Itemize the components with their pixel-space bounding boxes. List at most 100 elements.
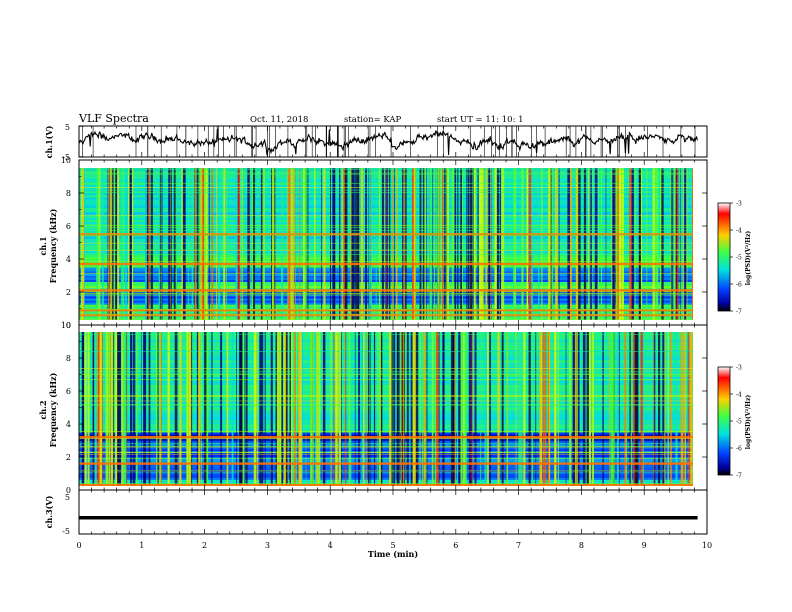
x-tick-label: 8: [579, 541, 584, 550]
ch2-spectrogram-line: [79, 368, 693, 369]
ch1-spectrogram-line: [79, 293, 693, 295]
x-tick-label: 3: [265, 541, 270, 550]
ch2-spectrogram-column: [123, 332, 127, 486]
ch2-spectrogram-column: [431, 332, 434, 486]
ch2-spectrogram-column: [409, 332, 411, 486]
ch2-spectrogram-column: [226, 332, 229, 486]
ch2-spectrogram-column: [317, 332, 319, 486]
ch1-spectrogram-column: [288, 168, 291, 320]
ch1-spectrogram-line: [79, 169, 693, 171]
ch2-spectrogram-column: [413, 332, 416, 486]
ch1-spectrogram-column: [673, 168, 675, 320]
ch1-spectrogram-column: [659, 168, 663, 320]
ch1-spectrogram-column: [392, 168, 394, 320]
ch1-spectrogram-column: [182, 168, 185, 320]
ch2-spectrogram-column: [436, 332, 439, 486]
ch2-spectrogram-row: [79, 440, 693, 443]
ch1-spectrogram-column: [396, 168, 398, 320]
ch2-spectrogram-row: [79, 432, 693, 435]
ch1-spectrogram-column: [460, 168, 463, 320]
ch2-spectrogram-column: [397, 332, 398, 486]
ch2-spectrogram-column: [290, 332, 293, 486]
start-ut-label: start UT = 11: 10: 1: [437, 115, 524, 125]
ch1-spectrogram-column: [108, 168, 110, 320]
ch2-spectrogram-row: [79, 329, 698, 331]
ch2-spectrogram-column: [629, 332, 632, 486]
ch1-spectrogram-column: [253, 168, 256, 320]
ch1-spectrogram-column: [424, 168, 426, 320]
ch2-spectrogram-column: [244, 332, 246, 486]
ch3-voltage-ylabel: ch.3(V): [44, 495, 54, 528]
ch2-spectrogram-column: [488, 332, 490, 486]
ch2-spectrogram-column: [587, 332, 591, 486]
ch1-spectrogram-column: [485, 168, 487, 320]
ch2-spectrogram-column: [507, 332, 509, 486]
ch2-spectrogram-line: [79, 446, 693, 448]
ch1-spectrogram-column: [490, 168, 492, 320]
ch2-spectrogram-column: [236, 332, 237, 486]
ch1-spectrogram-column: [217, 168, 221, 320]
ch2-spectrogram-column: [283, 332, 286, 486]
ch2-spectrogram-row: [79, 388, 693, 392]
x-tick-label: 5: [390, 541, 395, 550]
ch2-spectrogram-column: [167, 332, 170, 486]
ch2-spectrogram-column: [335, 332, 338, 486]
ch2-spectrogram-column: [298, 332, 301, 486]
ch1-spectrogram-column: [394, 168, 395, 320]
ch1-spectrogram-column: [369, 168, 372, 320]
ch1-spectrogram-column: [114, 168, 116, 320]
ch2-spectrogram-column: [294, 332, 297, 486]
ch1-spectrogram-line: [79, 215, 693, 217]
ch1-spectrogram-column: [251, 168, 255, 320]
ch1-spectrogram-column: [403, 168, 405, 320]
ch1-spectrogram-column: [381, 168, 384, 320]
ch2-spectrogram-column: [143, 332, 146, 486]
ch1-spectrogram-column: [422, 168, 425, 320]
ch1-spectrogram-column: [290, 168, 292, 320]
ch1-spectrogram-column: [528, 168, 532, 320]
ch2-spectrogram-row: [79, 327, 698, 329]
ch1-spectrogram-column: [378, 168, 381, 320]
ch2-spectrogram-column: [239, 332, 242, 486]
ch2-spectrogram-column: [253, 332, 257, 486]
ch2-spectrogram-column: [697, 325, 700, 488]
ch2-spectrogram-row: [79, 446, 693, 450]
ch2-spectrogram-row: [79, 391, 693, 394]
ch1-spectrogram-column: [385, 168, 387, 320]
ch1-spectrogram-column: [101, 168, 104, 320]
ch2-spectrogram-line: [79, 334, 693, 335]
ch1-spectrogram-column: [588, 168, 590, 320]
ch2-spectrogram-column: [380, 332, 383, 486]
ch2-spectrogram-column: [81, 332, 84, 486]
ch2-spectrogram-column: [144, 332, 147, 486]
ch1-spectrogram-column: [211, 168, 214, 320]
ch1-spectrogram-column: [550, 168, 553, 320]
ch1-spectrogram-column: [541, 168, 543, 320]
ch1-ytick-label: 4: [66, 255, 71, 264]
ch1-spectrogram-column: [303, 168, 305, 320]
ch2-spectrogram-column: [276, 332, 280, 486]
ch2-spectrogram-column: [515, 332, 517, 486]
ch2-spectrogram-row: [79, 347, 693, 351]
ch1-spectrogram-line: [79, 318, 693, 320]
ch2-spectrogram-column: [92, 332, 95, 486]
ch1-spectrogram-column: [437, 168, 440, 320]
ch1-spectrogram-column: [160, 168, 162, 320]
ch1-spectrogram-column: [201, 168, 203, 320]
ch1-spectrogram-column: [477, 168, 479, 320]
ch2-spectrogram-column: [376, 332, 378, 486]
ch1-spectrogram-column: [555, 168, 558, 320]
ch1-spectrogram-column: [676, 168, 679, 320]
ch1-spectrogram-column: [501, 168, 505, 320]
ch1-spectrogram-column: [292, 168, 295, 320]
ch2-spectrogram-column: [528, 332, 531, 486]
ch2-spectrogram-column: [246, 332, 248, 486]
ch1-spectrogram-column: [274, 168, 276, 320]
ch1-spectrogram-column: [652, 168, 656, 320]
ch1-spectrogram-column: [672, 168, 674, 320]
ch1-spectrogram-column: [262, 168, 265, 320]
ch1-spectrogram-column: [321, 168, 322, 320]
ch1-spectrogram-column: [350, 168, 354, 320]
